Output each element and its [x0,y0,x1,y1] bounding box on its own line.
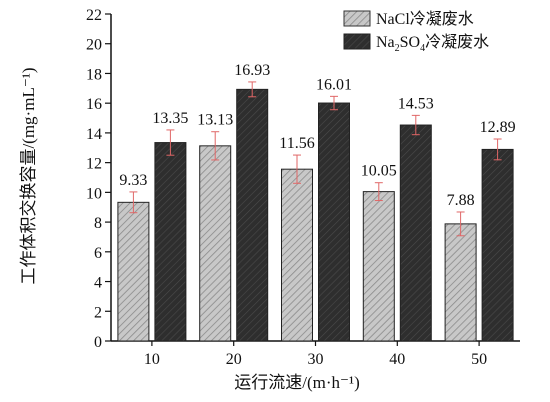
y-tick-label: 18 [86,66,102,83]
y-tick-label: 16 [86,96,102,113]
legend-label-na2so4: Na2SO4冷凝废水 [376,33,489,54]
bar-na2so4 [154,142,187,342]
y-tick-label: 6 [94,245,102,262]
data-label: 9.33 [119,172,147,189]
data-label: 7.88 [447,192,475,209]
x-tick-label: 50 [471,351,487,368]
data-label: 16.01 [316,76,352,93]
y-tick-label: 14 [86,126,102,143]
legend-swatch-na2so4 [343,33,371,50]
data-label: 14.53 [398,95,434,112]
data-label: 10.05 [361,163,397,180]
x-tick-label: 20 [226,351,242,368]
value-labels: 9.33 13.35 13.13 16.93 11.56 16.01 10.05 14.53 7… [119,62,515,209]
y-tick-label: 8 [94,215,102,232]
legend-label-nacl: NaCl冷凝废水 [376,10,474,28]
y-tick-label: 10 [86,185,102,202]
y-tick-label: 4 [94,275,102,292]
y-axis-label: 工作体积交换容量/(mg·mL⁻¹) [19,67,38,284]
y-tick-label: 0 [94,334,102,351]
bar-na2so4 [399,124,432,342]
y-axis-ticks: 0 2 4 6 8 10 12 14 16 18 20 22 [86,7,111,351]
bar-nacl [444,223,477,342]
y-tick-label: 22 [86,7,102,24]
x-tick-label: 30 [308,351,324,368]
x-axis-ticks: 10 20 30 40 50 [144,341,487,368]
y-tick-label: 20 [86,37,102,54]
bars [117,81,514,342]
data-label: 13.13 [197,112,233,129]
x-tick-label: 10 [144,351,160,368]
legend: NaCl冷凝废水 Na2SO4冷凝废水 [343,10,489,54]
data-label: 11.56 [279,135,314,152]
data-label: 12.89 [480,119,516,136]
bar-nacl [362,191,395,342]
legend-swatch-nacl [343,10,371,27]
bar-nacl [199,145,232,342]
x-axis-label: 运行流速/(m·h⁻¹) [234,373,360,392]
bar-nacl [117,201,150,342]
y-tick-label: 2 [94,304,102,321]
bar-na2so4 [236,88,269,342]
bar-na2so4 [481,148,514,342]
data-label: 16.93 [234,62,270,79]
y-tick-label: 12 [86,156,102,173]
bar-na2so4 [318,102,350,342]
data-label: 13.35 [152,110,188,127]
x-tick-label: 40 [389,351,405,368]
bar-nacl [281,168,313,342]
